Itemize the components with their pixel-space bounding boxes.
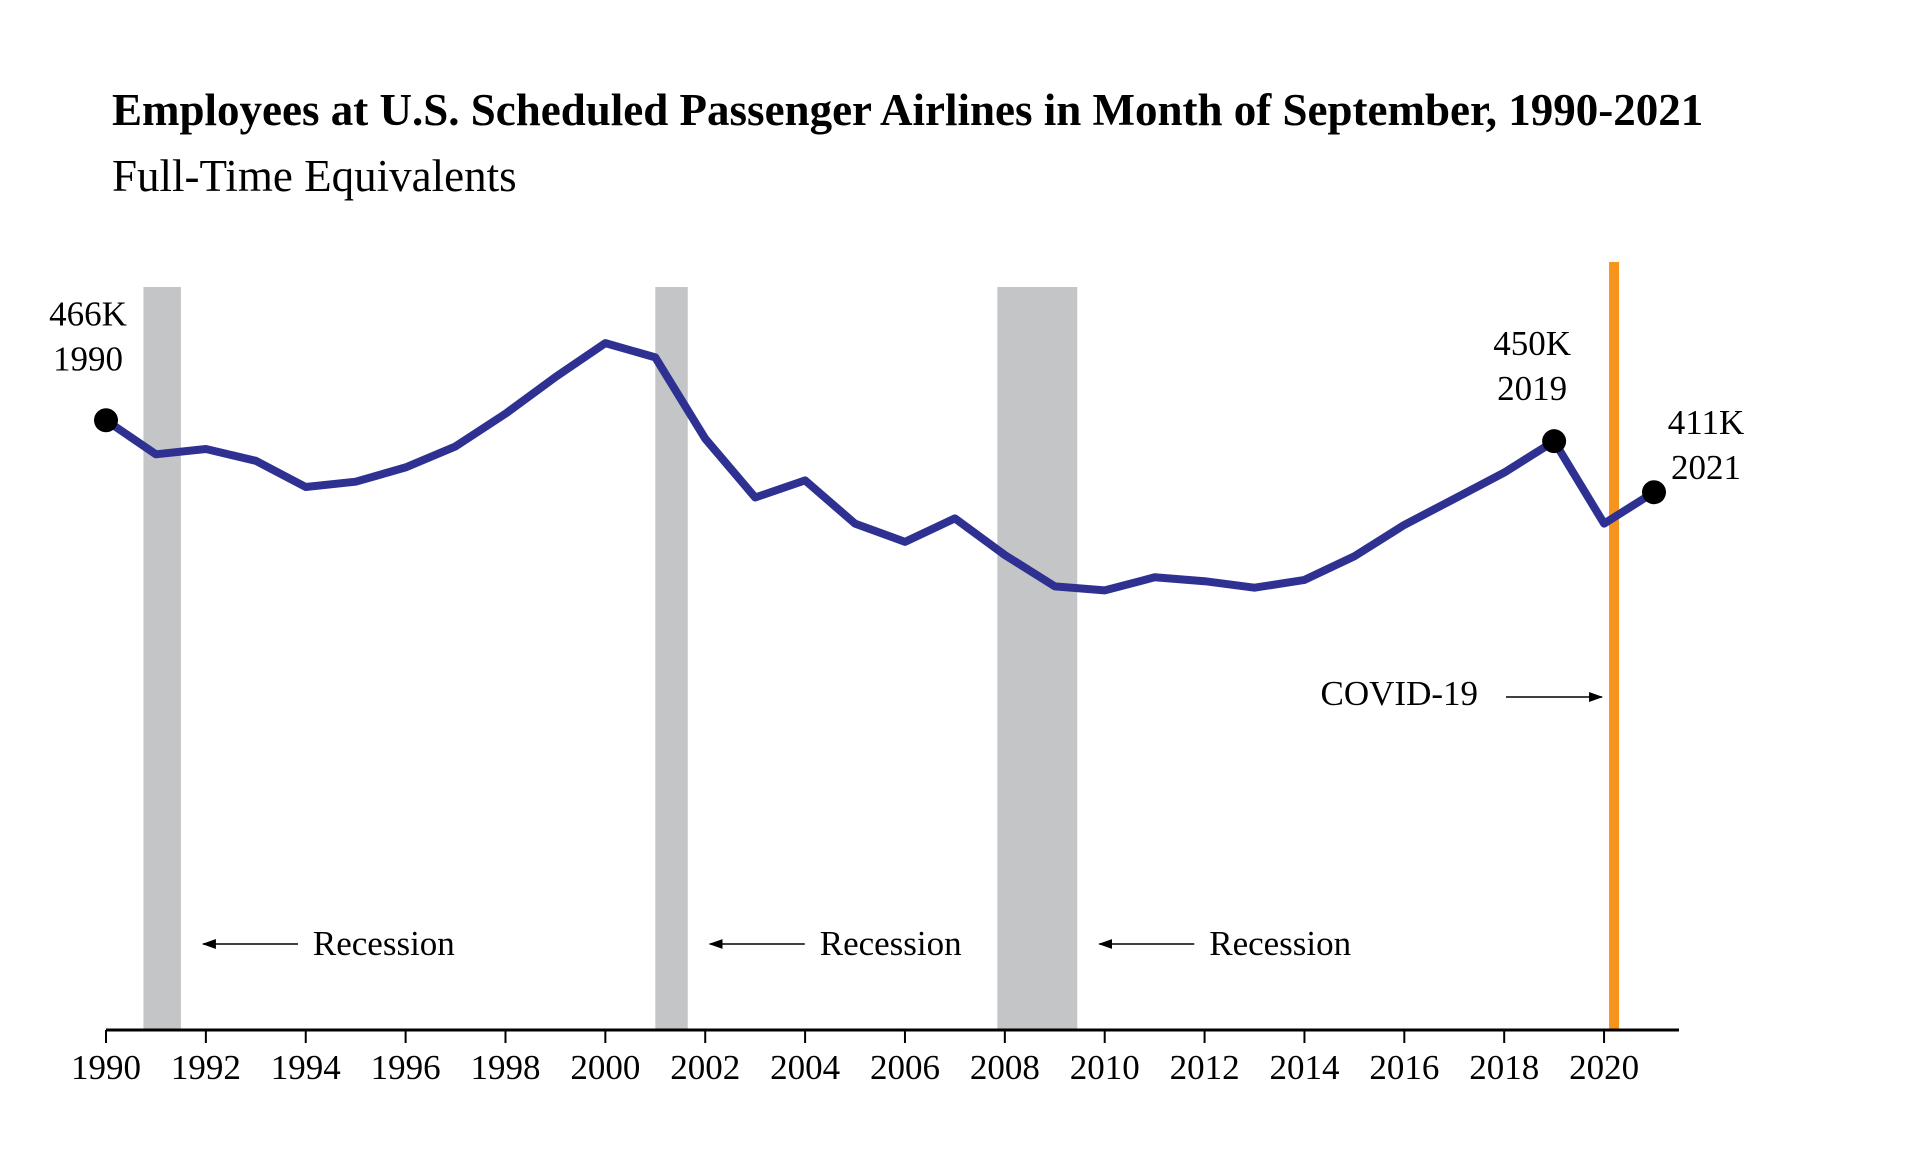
x-tick-label-1992: 1992: [171, 1048, 241, 1087]
annotation-value-2019: 450K: [1493, 324, 1571, 363]
x-tick-label-2000: 2000: [570, 1048, 640, 1087]
x-tick-label-1994: 1994: [271, 1048, 341, 1087]
annotation-value-1990: 466K: [49, 294, 127, 333]
recession-band-2: [655, 287, 688, 1030]
x-tick-label-2018: 2018: [1469, 1048, 1539, 1087]
data-point-2021[interactable]: [1642, 480, 1666, 505]
chart-title: Employees at U.S. Scheduled Passenger Ai…: [112, 85, 1704, 135]
x-tick-label-2014: 2014: [1269, 1048, 1339, 1087]
annotation-value-2021: 411K: [1668, 403, 1744, 442]
x-tick-label-1990: 1990: [71, 1048, 141, 1087]
annotation-year-2021: 2021: [1671, 448, 1741, 487]
x-tick-label-2020: 2020: [1569, 1048, 1639, 1087]
recession-band-1: [143, 287, 181, 1030]
recession-band-3: [997, 287, 1078, 1030]
x-tick-label-2002: 2002: [670, 1048, 740, 1087]
x-tick-label-1996: 1996: [371, 1048, 441, 1087]
annotation-year-2019: 2019: [1497, 369, 1567, 408]
recession-label-2: Recession: [820, 924, 962, 963]
x-tick-label-2010: 2010: [1070, 1048, 1140, 1087]
covid-label: COVID-19: [1321, 674, 1478, 713]
x-tick-label-2004: 2004: [770, 1048, 840, 1087]
x-tick-label-2008: 2008: [970, 1048, 1040, 1087]
series-line: [102, 339, 1658, 595]
x-tick-label-2006: 2006: [870, 1048, 940, 1087]
x-tick-label-1998: 1998: [470, 1048, 540, 1087]
data-point-1990[interactable]: [94, 408, 118, 433]
annotation-year-1990: 1990: [53, 339, 123, 378]
x-tick-label-2012: 2012: [1170, 1048, 1240, 1087]
recession-label-3: Recession: [1209, 924, 1351, 963]
chart-subtitle: Full-Time Equivalents: [112, 151, 517, 201]
recession-label-1: Recession: [313, 924, 455, 963]
x-tick-label-2016: 2016: [1369, 1048, 1439, 1087]
data-point-2019[interactable]: [1542, 429, 1567, 454]
